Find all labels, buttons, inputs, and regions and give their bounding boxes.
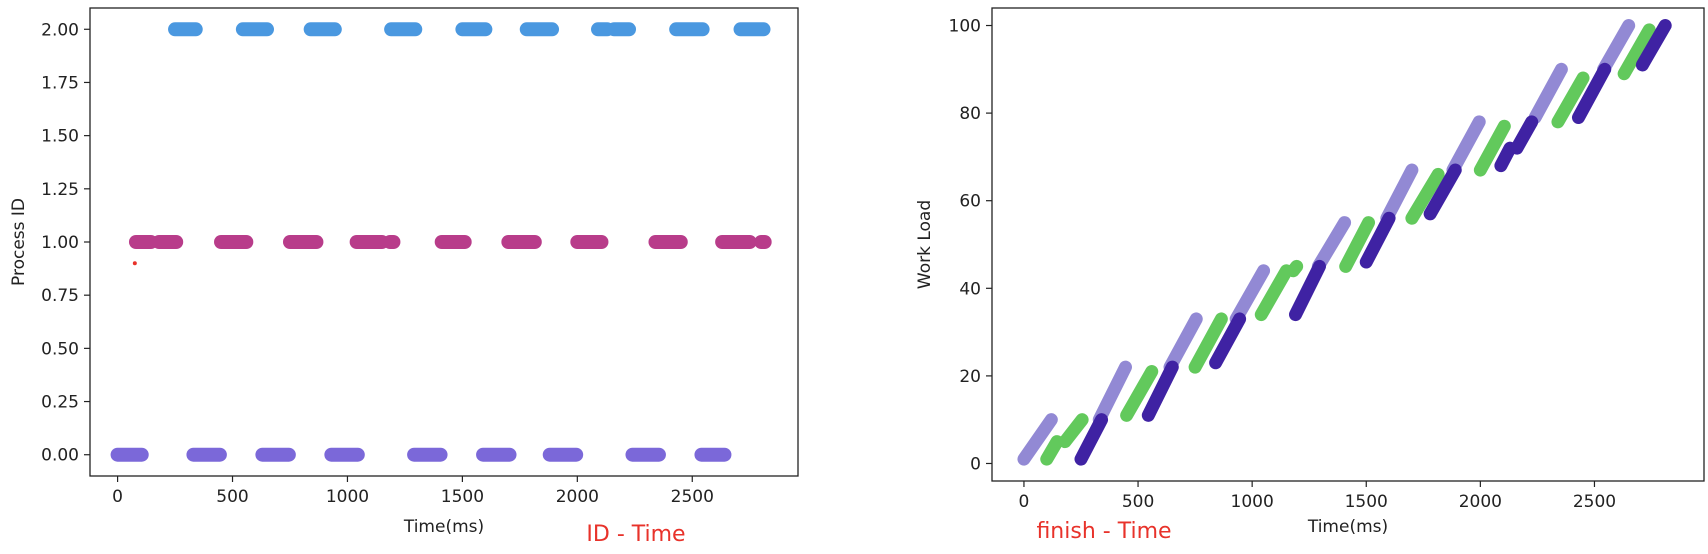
workload-series-2-segment bbox=[1510, 115, 1539, 155]
workload-series-0-segment bbox=[1163, 312, 1203, 374]
y-tick-label: 0.00 bbox=[41, 446, 79, 466]
x-tick-label: 2000 bbox=[556, 487, 599, 507]
workload-series-2-segment bbox=[1571, 62, 1612, 124]
plot-frame bbox=[991, 7, 1705, 482]
x-tick-label: 1500 bbox=[441, 487, 484, 507]
workload-series-2-segment bbox=[1635, 19, 1672, 72]
annotation-dot bbox=[132, 261, 137, 266]
y-tick-label: 1.50 bbox=[41, 127, 79, 147]
y-axis-ticks: 0 20 40 60 80 100 bbox=[949, 17, 992, 474]
workload-series-1-segment bbox=[1120, 365, 1159, 422]
y-tick-label: 0.50 bbox=[41, 339, 79, 359]
workload-series-0-segment bbox=[1597, 19, 1636, 76]
y-tick-label: 0.75 bbox=[41, 286, 79, 306]
x-tick-label: 2500 bbox=[1573, 492, 1616, 512]
process-id-chart: 0 500 1000 1500 2000 2500 0.00 0.25 0.50 0.75 1.0… bbox=[9, 7, 799, 537]
workload-series-0-segment bbox=[1092, 360, 1132, 427]
workload-series-1-segment bbox=[1254, 264, 1293, 322]
workload-chart: 0 500 1000 1500 2000 2500 0 20 40 60 80 100 Time(m… bbox=[915, 7, 1705, 537]
workload-series-0-segment bbox=[1528, 62, 1568, 124]
workload-series-1-segment bbox=[1617, 23, 1656, 81]
y-tick-label: 0.25 bbox=[41, 393, 79, 413]
x-axis-ticks: 0 500 1000 1500 2000 2500 bbox=[112, 476, 714, 507]
workload-series-0-segment bbox=[1229, 264, 1271, 326]
x-tick-label: 2000 bbox=[1459, 492, 1502, 512]
workload-series-1-segment bbox=[1058, 413, 1089, 449]
workload-series-2-segment bbox=[1494, 141, 1517, 173]
y-tick-label: 1.00 bbox=[41, 233, 79, 253]
x-tick-label: 1500 bbox=[1345, 492, 1388, 512]
x-tick-label: 0 bbox=[112, 487, 123, 507]
y-tick-label: 0 bbox=[970, 454, 981, 474]
workload-series-1-segment bbox=[1405, 167, 1445, 225]
x-tick-label: 2500 bbox=[671, 487, 714, 507]
y-axis-ticks: 0.00 0.25 0.50 0.75 1.00 1.25 1.50 1.75 2.00 bbox=[41, 20, 90, 466]
workload-series-1-segment bbox=[1188, 312, 1228, 374]
y-tick-label: 20 bbox=[959, 367, 981, 387]
y-tick-label: 80 bbox=[959, 104, 981, 124]
y-tick-label: 60 bbox=[959, 192, 981, 212]
workload-series-0-segment bbox=[1311, 216, 1352, 273]
y-tick-label: 1.75 bbox=[41, 73, 79, 93]
workload-series-2-segment bbox=[1209, 312, 1247, 370]
y-tick-label: 1.25 bbox=[41, 180, 79, 200]
x-axis-label: Time(ms) bbox=[403, 517, 484, 537]
caption-right: finish - Time bbox=[1036, 519, 1171, 544]
workload-marks bbox=[1017, 19, 1672, 466]
workload-series-2-segment bbox=[1074, 413, 1109, 466]
x-tick-label: 1000 bbox=[1231, 492, 1274, 512]
workload-series-0-segment bbox=[1446, 115, 1486, 177]
workload-series-1-segment bbox=[1040, 435, 1064, 466]
workload-series-1-segment bbox=[1473, 119, 1511, 177]
y-axis-label: Work Load bbox=[915, 200, 935, 289]
x-tick-label: 500 bbox=[216, 487, 248, 507]
process-id-marks bbox=[110, 22, 772, 462]
workload-series-2-segment bbox=[1423, 163, 1462, 221]
y-tick-label: 40 bbox=[959, 279, 981, 299]
workload-series-2-segment bbox=[1141, 360, 1179, 422]
y-tick-label: 2.00 bbox=[41, 20, 79, 40]
y-tick-label: 100 bbox=[949, 17, 981, 37]
workload-series-1-segment bbox=[1339, 216, 1376, 273]
x-tick-label: 1000 bbox=[326, 487, 369, 507]
workload-series-0-segment bbox=[1380, 163, 1419, 225]
workload-series-2-segment bbox=[1359, 211, 1396, 269]
caption-left: ID - Time bbox=[586, 522, 685, 547]
workload-series-1-segment bbox=[1551, 71, 1590, 129]
x-tick-label: 500 bbox=[1122, 492, 1154, 512]
workload-series-2-segment bbox=[1289, 259, 1326, 322]
y-axis-label: Process ID bbox=[9, 198, 29, 286]
workload-series-1-segment bbox=[1286, 259, 1304, 278]
x-tick-label: 0 bbox=[1019, 492, 1030, 512]
x-axis-ticks: 0 500 1000 1500 2000 2500 bbox=[1019, 481, 1616, 512]
workload-series-0-segment bbox=[1017, 413, 1058, 466]
x-axis-label: Time(ms) bbox=[1307, 517, 1388, 537]
